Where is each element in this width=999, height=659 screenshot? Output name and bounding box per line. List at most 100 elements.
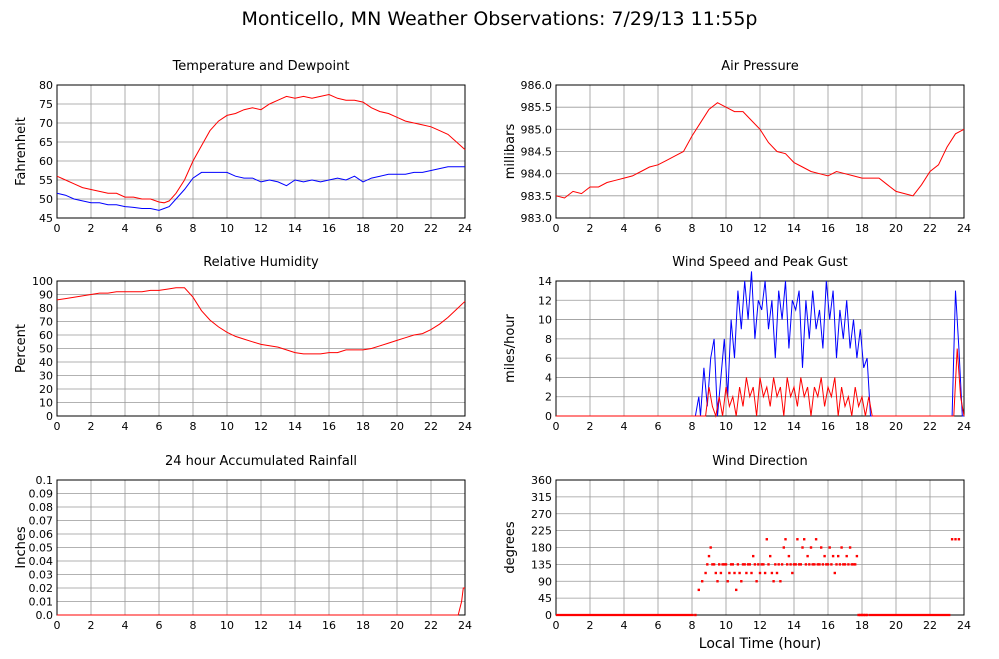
y-tick-label: 0.08 [29,501,54,514]
x-tick-label: 8 [190,619,197,632]
data-point [820,546,823,549]
x-tick-label: 10 [220,619,234,632]
data-point [779,580,782,583]
data-point [852,563,855,566]
x-tick-label: 24 [458,619,472,632]
data-point [746,563,750,566]
y-tick-label: 0.1 [36,474,54,487]
data-point [729,563,733,566]
y-tick-label: 80 [39,79,53,92]
y-tick-label: 100 [32,275,53,288]
data-point [837,554,840,558]
data-point [831,554,835,558]
data-point [709,546,712,549]
data-point [799,563,802,566]
x-tick-label: 12 [753,619,767,632]
x-tick-label: 2 [587,420,594,433]
data-point [752,554,755,558]
x-tick-label: 18 [356,619,370,632]
data-point [825,563,828,566]
series-line [556,348,965,418]
x-tick-label: 2 [88,222,95,235]
y-tick-label: 0 [545,410,552,423]
data-point [721,563,724,566]
x-tick-label: 12 [753,222,767,235]
x-tick-label: 2 [88,619,95,632]
x-tick-label: 18 [855,222,869,235]
chart-title: Wind Speed and Peak Gust [672,255,847,270]
page-title: Monticello, MN Weather Observations: 7/2… [241,8,758,30]
data-point [806,554,809,558]
data-point [701,580,704,583]
data-point [762,563,765,566]
y-tick-label: 180 [531,542,552,555]
x-tick-label: 16 [322,420,336,433]
x-tick-label: 6 [156,420,163,433]
y-tick-label: 10 [538,314,552,327]
y-tick-label: 984.0 [521,168,553,181]
y-axis-label: Percent [14,324,29,373]
x-tick-label: 0 [54,222,61,235]
chart-title: Air Pressure [721,59,799,74]
x-tick-label: 20 [390,222,404,235]
data-point [716,580,719,583]
x-tick-label: 4 [621,222,628,235]
x-tick-label: 12 [254,222,268,235]
y-tick-label: 14 [538,275,552,288]
y-tick-label: 985.5 [521,101,553,114]
data-point [855,554,859,558]
plot-frame [555,479,965,616]
data-point [840,546,843,549]
y-tick-label: 360 [531,474,552,487]
y-tick-label: 60 [39,155,53,168]
y-tick-label: 90 [39,289,53,302]
y-tick-label: 983.5 [521,190,553,203]
data-point [736,563,740,566]
x-tick-label: 4 [122,222,129,235]
x-tick-label: 24 [957,619,971,632]
x-tick-label: 16 [322,222,336,235]
data-point [814,538,818,541]
x-tick-label: 22 [923,619,937,632]
data-point [704,571,707,575]
data-point [862,613,865,617]
y-axis-label: Fahrenheit [14,117,29,186]
y-axis-label: degrees [503,521,518,574]
y-tick-label: 0.01 [29,596,54,609]
data-point [714,571,717,575]
series-line [56,93,466,204]
x-tick-label: 2 [587,222,594,235]
y-tick-label: 984.5 [521,146,553,159]
y-tick-label: 985.0 [521,123,553,136]
data-point [847,563,850,566]
x-tick-label: 14 [787,619,801,632]
data-point [755,580,758,583]
chart-title: 24 hour Accumulated Rainfall [165,454,357,469]
x-tick-label: 24 [458,222,472,235]
data-point [809,546,813,549]
y-tick-label: 12 [538,294,552,307]
x-tick-label: 12 [254,619,268,632]
data-point [838,563,842,566]
x-tick-label: 14 [288,420,302,433]
x-tick-label: 14 [288,222,302,235]
x-tick-label: 0 [553,619,560,632]
x-tick-label: 22 [424,420,438,433]
data-point [740,580,743,583]
data-point [780,563,784,566]
data-point [769,554,772,558]
y-tick-label: 75 [39,98,53,111]
data-point [823,554,826,558]
x-tick-label: 22 [923,420,937,433]
data-point [813,563,816,566]
plot-frame [555,280,965,417]
y-tick-label: 60 [39,329,53,342]
data-point [757,563,760,566]
data-point [792,563,796,566]
data-point [954,538,957,541]
data-point [950,538,954,541]
y-tick-label: 0 [545,609,552,622]
data-point [826,563,830,566]
x-tick-label: 8 [190,222,197,235]
